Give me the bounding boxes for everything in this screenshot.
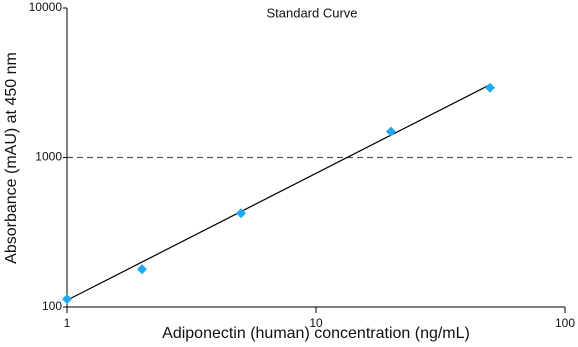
y-tick-label: 100 bbox=[42, 299, 62, 313]
x-tick-label: 10 bbox=[309, 316, 323, 330]
data-point bbox=[485, 82, 496, 93]
data-point bbox=[385, 126, 396, 137]
x-tick-label: 100 bbox=[555, 316, 575, 330]
data-point bbox=[62, 294, 72, 305]
y-tick-label: 1000 bbox=[35, 150, 62, 164]
x-axis-label: Adiponectin (human) concentration (ng/mL… bbox=[162, 325, 470, 342]
x-tick-label: 1 bbox=[64, 316, 71, 330]
fit-line bbox=[66, 84, 491, 301]
y-axis-label: Absorbance (mAU) at 450 nm bbox=[3, 52, 20, 264]
y-tick-label: 10000 bbox=[29, 0, 63, 14]
data-point bbox=[236, 208, 247, 219]
data-point bbox=[136, 264, 147, 275]
chart-title: Standard Curve bbox=[266, 5, 357, 20]
